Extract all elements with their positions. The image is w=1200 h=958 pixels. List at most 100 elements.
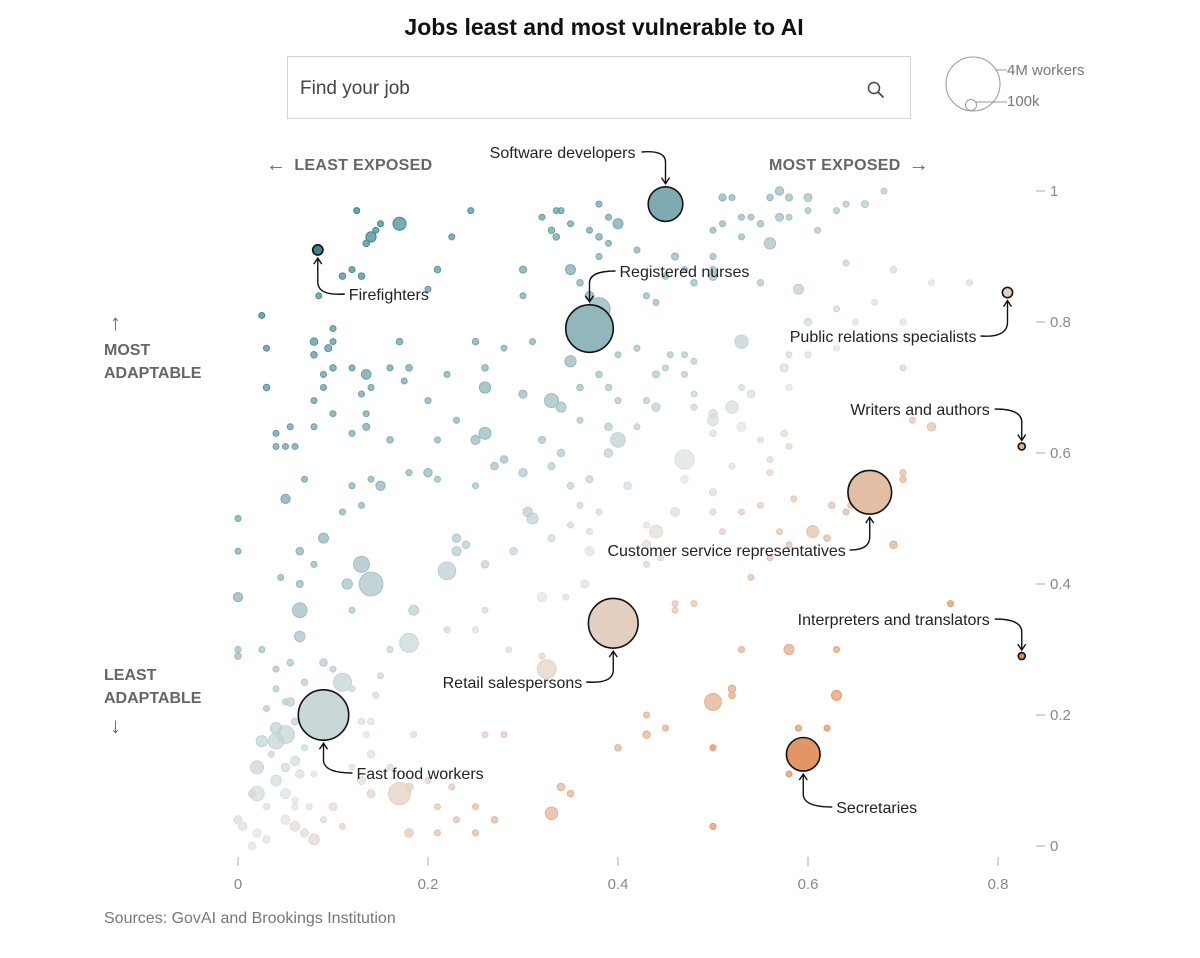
job-point[interactable] bbox=[899, 469, 907, 477]
job-point[interactable] bbox=[776, 528, 783, 536]
job-point[interactable] bbox=[662, 724, 669, 732]
job-point[interactable] bbox=[357, 717, 366, 726]
job-point[interactable] bbox=[543, 393, 560, 409]
job-point[interactable] bbox=[339, 508, 346, 516]
job-point[interactable] bbox=[709, 508, 717, 516]
job-point[interactable] bbox=[238, 821, 248, 832]
job-point[interactable] bbox=[795, 724, 802, 732]
job-point[interactable] bbox=[595, 253, 603, 260]
job-point[interactable] bbox=[348, 266, 356, 274]
job-point[interactable] bbox=[365, 231, 377, 243]
job-point[interactable] bbox=[366, 789, 376, 799]
job-point[interactable] bbox=[328, 802, 338, 812]
job-point[interactable] bbox=[871, 298, 878, 306]
job-point[interactable] bbox=[804, 351, 812, 359]
job-point[interactable] bbox=[783, 644, 795, 655]
job-point[interactable] bbox=[738, 233, 745, 241]
job-point[interactable] bbox=[308, 833, 320, 846]
job-point[interactable] bbox=[766, 456, 774, 464]
job-point[interactable] bbox=[708, 271, 718, 281]
job-point[interactable] bbox=[377, 672, 384, 680]
highlighted-job-point[interactable] bbox=[587, 597, 639, 649]
job-point[interactable] bbox=[338, 272, 347, 280]
job-point[interactable] bbox=[309, 337, 319, 346]
job-point[interactable] bbox=[738, 508, 745, 516]
job-point[interactable] bbox=[360, 369, 372, 380]
job-point[interactable] bbox=[358, 390, 365, 398]
job-point[interactable] bbox=[405, 469, 413, 477]
job-point[interactable] bbox=[263, 704, 270, 712]
job-point[interactable] bbox=[234, 515, 242, 522]
job-point[interactable] bbox=[651, 402, 661, 412]
job-point[interactable] bbox=[332, 672, 353, 692]
job-point[interactable] bbox=[262, 835, 271, 844]
job-point[interactable] bbox=[806, 525, 820, 539]
job-point[interactable] bbox=[348, 482, 356, 490]
job-point[interactable] bbox=[680, 474, 689, 484]
job-point[interactable] bbox=[785, 541, 793, 549]
job-point[interactable] bbox=[301, 475, 308, 483]
job-point[interactable] bbox=[643, 711, 650, 719]
highlighted-job-point[interactable] bbox=[1017, 442, 1027, 451]
job-point[interactable] bbox=[719, 220, 726, 228]
job-point[interactable] bbox=[766, 554, 774, 562]
job-point[interactable] bbox=[424, 285, 432, 293]
job-point[interactable] bbox=[842, 200, 850, 208]
job-point[interactable] bbox=[538, 652, 546, 660]
job-point[interactable] bbox=[690, 278, 698, 287]
job-point[interactable] bbox=[300, 678, 309, 687]
job-point[interactable] bbox=[899, 475, 907, 483]
job-point[interactable] bbox=[270, 774, 282, 787]
job-point[interactable] bbox=[604, 422, 613, 432]
job-point[interactable] bbox=[567, 521, 574, 529]
job-point[interactable] bbox=[481, 364, 489, 372]
job-point[interactable] bbox=[785, 442, 793, 450]
job-point[interactable] bbox=[267, 732, 285, 750]
job-point[interactable] bbox=[738, 213, 745, 221]
job-point[interactable] bbox=[329, 325, 337, 333]
search-box[interactable] bbox=[287, 56, 911, 119]
job-point[interactable] bbox=[738, 384, 745, 391]
job-point[interactable] bbox=[329, 665, 337, 673]
job-point[interactable] bbox=[623, 481, 632, 491]
job-point[interactable] bbox=[670, 507, 680, 517]
job-point[interactable] bbox=[928, 279, 935, 287]
job-point[interactable] bbox=[399, 633, 419, 653]
job-point[interactable] bbox=[478, 381, 492, 394]
job-point[interactable] bbox=[339, 822, 346, 830]
job-point[interactable] bbox=[966, 279, 973, 287]
job-point[interactable] bbox=[280, 762, 291, 773]
job-point[interactable] bbox=[566, 481, 575, 490]
job-point[interactable] bbox=[252, 828, 262, 838]
job-point[interactable] bbox=[833, 305, 840, 313]
job-point[interactable] bbox=[234, 646, 242, 653]
job-point[interactable] bbox=[643, 292, 650, 300]
job-point[interactable] bbox=[738, 646, 745, 653]
job-point[interactable] bbox=[443, 626, 451, 634]
job-point[interactable] bbox=[780, 429, 789, 438]
job-point[interactable] bbox=[909, 416, 916, 424]
job-point[interactable] bbox=[587, 297, 611, 321]
job-point[interactable] bbox=[747, 573, 755, 581]
job-point[interactable] bbox=[423, 467, 433, 478]
job-point[interactable] bbox=[437, 561, 457, 581]
job-point[interactable] bbox=[785, 213, 793, 221]
job-point[interactable] bbox=[291, 602, 308, 618]
job-point[interactable] bbox=[366, 750, 376, 759]
job-point[interactable] bbox=[262, 383, 271, 392]
job-point[interactable] bbox=[367, 475, 375, 483]
job-point[interactable] bbox=[566, 789, 575, 798]
job-point[interactable] bbox=[291, 796, 299, 804]
job-point[interactable] bbox=[652, 298, 660, 306]
job-point[interactable] bbox=[662, 364, 669, 372]
job-point[interactable] bbox=[453, 416, 460, 424]
job-point[interactable] bbox=[785, 351, 793, 359]
job-point[interactable] bbox=[718, 193, 727, 202]
job-point[interactable] bbox=[478, 426, 492, 440]
job-point[interactable] bbox=[480, 560, 490, 569]
job-point[interactable] bbox=[232, 591, 244, 603]
job-point[interactable] bbox=[471, 337, 480, 346]
job-point[interactable] bbox=[234, 652, 242, 660]
job-point[interactable] bbox=[286, 658, 295, 667]
job-point[interactable] bbox=[585, 475, 594, 484]
